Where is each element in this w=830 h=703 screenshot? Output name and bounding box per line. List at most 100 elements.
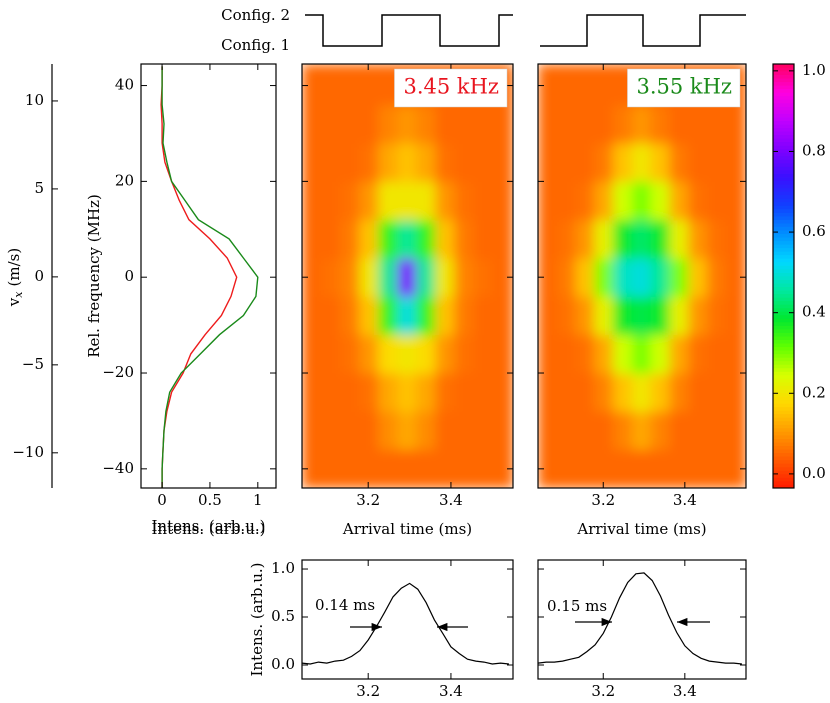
colorbar-band xyxy=(773,378,794,383)
colorbar-band xyxy=(773,173,794,178)
colorbar-band xyxy=(773,95,794,100)
colorbar-band xyxy=(773,99,794,104)
heatmap-cell xyxy=(359,296,379,336)
heatmap-cell xyxy=(302,258,322,297)
x-tick-label: 3.4 xyxy=(673,491,697,509)
colorbar-band xyxy=(773,166,794,171)
heatmap-cell xyxy=(473,373,493,412)
heatmap-cell xyxy=(416,258,436,297)
heatmap-cell xyxy=(435,181,455,221)
heatmap-cell xyxy=(613,296,633,336)
heatmap-cell xyxy=(492,104,513,144)
config-label: Config. 1 xyxy=(221,36,290,54)
heatmap-cell xyxy=(435,104,455,144)
heatmap-cell xyxy=(538,373,558,412)
colorbar-band xyxy=(773,177,794,181)
colorbar-band xyxy=(773,219,794,224)
heatmap-cell xyxy=(435,449,455,488)
heatmap-cell xyxy=(725,411,746,451)
heatmap-cells xyxy=(538,64,746,488)
colorbar-band xyxy=(773,417,794,422)
y-tick-label: 0.0 xyxy=(271,655,295,673)
heatmap-cell xyxy=(594,181,614,221)
colorbar-band xyxy=(773,353,794,358)
heatmap-cell xyxy=(631,104,652,144)
colorbar-band xyxy=(773,138,794,143)
heatmap-cell xyxy=(359,334,379,374)
colorbar-band xyxy=(773,396,794,401)
x-axis-label: Intens. (arb.u.) xyxy=(151,520,265,538)
heatmap-cell xyxy=(650,143,670,182)
colorbar-band xyxy=(773,297,794,302)
heatmap-cell xyxy=(725,373,746,412)
heatmap-cell xyxy=(631,334,652,374)
colorbar-band xyxy=(773,477,794,482)
colorbar-band xyxy=(773,300,794,305)
heatmap-cell xyxy=(706,296,727,336)
colorbar-tick-label: 0.2 xyxy=(802,383,826,401)
x-tick-label: 3.4 xyxy=(439,682,463,700)
colorbar-band xyxy=(773,162,794,167)
colorbar-band xyxy=(773,148,794,153)
heatmap-cell xyxy=(397,258,417,297)
heatmap-cell xyxy=(650,296,670,336)
colorbar-band xyxy=(773,230,794,234)
heatmap-cell xyxy=(340,296,360,336)
heatmap-cell xyxy=(454,219,474,259)
heatmap xyxy=(538,64,746,488)
heatmap-cell xyxy=(688,296,708,336)
heatmap-cell xyxy=(321,334,341,374)
colorbar-band xyxy=(773,431,794,436)
heatmap-cell xyxy=(378,296,398,336)
colorbar-band xyxy=(773,254,794,259)
colorbar-band xyxy=(773,385,794,390)
colorbar-band xyxy=(773,406,794,411)
colorbar-band xyxy=(773,134,794,139)
colorbar-band xyxy=(773,113,794,118)
heatmap-cell xyxy=(613,373,633,412)
heatmap-cell xyxy=(302,219,322,259)
heatmap-cell xyxy=(340,219,360,259)
heatmap-cell xyxy=(688,219,708,259)
heatmap-cell xyxy=(359,104,379,144)
heatmap-cell xyxy=(631,373,652,412)
heatmap-cell xyxy=(454,296,474,336)
heatmap-cell xyxy=(725,104,746,144)
heatmap-cell xyxy=(321,64,341,106)
heatmap-cell xyxy=(492,143,513,182)
colorbar-band xyxy=(773,382,794,386)
heatmap-cell xyxy=(594,104,614,144)
heatmap-cell xyxy=(575,219,595,259)
heatmap-cell xyxy=(435,411,455,451)
colorbar-band xyxy=(773,268,794,273)
heatmap-cell xyxy=(669,296,689,336)
x-tick-label: 3.4 xyxy=(673,682,697,700)
heatmap-cell xyxy=(302,143,322,182)
heatmap-cell xyxy=(669,258,689,297)
heatmap-cell xyxy=(321,181,341,221)
heatmap-cell xyxy=(613,181,633,221)
colorbar-band xyxy=(773,212,794,217)
colorbar-band xyxy=(773,64,794,68)
heatmap-cell xyxy=(556,373,577,412)
plot-frame xyxy=(537,559,747,680)
colorbar-band xyxy=(773,184,794,189)
colorbar-band xyxy=(773,198,794,203)
width-annotation: 0.14 ms xyxy=(315,596,375,614)
heatmap-cell xyxy=(378,334,398,374)
colorbar-band xyxy=(773,152,794,157)
heatmap-cell xyxy=(613,411,633,451)
plot-frame xyxy=(301,63,514,489)
colorbar-band xyxy=(773,427,794,432)
heatmap-cell xyxy=(669,181,689,221)
colorbar-band xyxy=(773,102,794,107)
colorbar-band xyxy=(773,357,794,362)
heatmap-cell xyxy=(435,296,455,336)
heatmap-cell xyxy=(575,449,595,488)
heatmap-cell xyxy=(631,219,652,259)
colorbar-band xyxy=(773,215,794,220)
y-tick-label: 0 xyxy=(124,267,134,285)
heatmap-cell xyxy=(725,334,746,374)
colorbar-band xyxy=(773,194,794,199)
colorbar-band xyxy=(773,435,794,439)
